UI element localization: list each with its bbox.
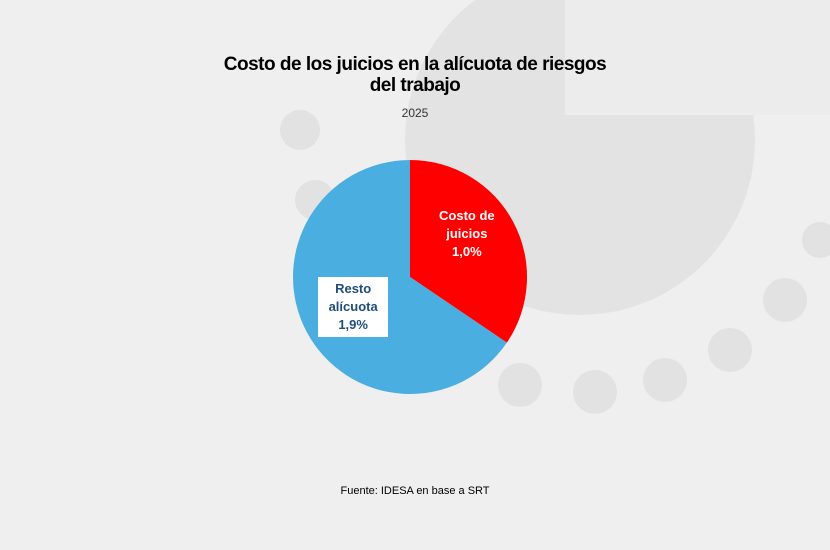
slice-label: Costo de juicios 1,0% — [422, 207, 512, 261]
source-note: Fuente: IDESA en base a SRT — [340, 485, 490, 497]
pie-slice — [410, 160, 527, 343]
slice-value: 1,9% — [338, 317, 368, 333]
chart-title: Costo de los juicios en la alícuota de r… — [223, 54, 607, 96]
slice-category: Costo de juicios — [439, 207, 495, 241]
slice-value: 1,0% — [452, 243, 482, 259]
slice-label: Resto alícuota 1,9% — [318, 277, 389, 338]
slice-category: Resto alícuota — [328, 281, 378, 315]
chart-subtitle: 2025 — [401, 106, 429, 120]
